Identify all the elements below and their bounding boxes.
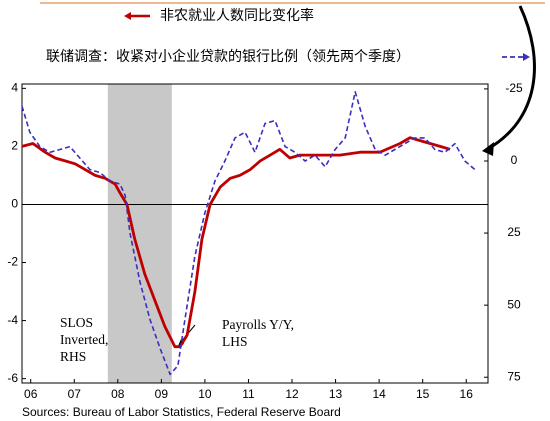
x-tick-label: 12 <box>285 387 299 401</box>
annotation: RHS <box>60 349 86 364</box>
x-tick-label: 06 <box>24 387 38 401</box>
x-tick-label: 09 <box>155 387 169 401</box>
annotation: LHS <box>222 334 248 349</box>
legend-swatch-head <box>523 53 530 61</box>
annotation: Inverted, <box>60 332 108 347</box>
x-tick-label: 08 <box>111 387 125 401</box>
legend-label: 联储调查：收紧对小企业贷款的银行比例（领先两个季度） <box>46 48 410 65</box>
y-tick-label: -2 <box>7 255 18 269</box>
series-line <box>21 136 451 349</box>
annotation: Payrolls Y/Y, <box>222 317 294 332</box>
y-tick-label: -4 <box>7 313 18 327</box>
x-tick-label: 15 <box>416 387 430 401</box>
series-line <box>21 91 476 376</box>
y-tick-label: 2 <box>11 139 18 153</box>
y2-tick-label: 50 <box>507 297 521 311</box>
x-tick-label: 14 <box>372 387 386 401</box>
legend-swatch-head <box>124 12 131 20</box>
x-tick-label: 07 <box>68 387 82 401</box>
x-tick-label: 10 <box>198 387 212 401</box>
y2-tick-label: 75 <box>507 369 521 383</box>
y-tick-label: -6 <box>7 371 18 385</box>
callout-arrow <box>485 5 536 152</box>
y-tick-label: 4 <box>11 81 18 95</box>
x-tick-label: 11 <box>242 387 255 401</box>
x-tick-label: 13 <box>329 387 343 401</box>
source-note: Sources: Bureau of Labor Statistics, Fed… <box>22 405 341 419</box>
y2-tick-label: 0 <box>511 153 518 167</box>
y2-tick-label: 25 <box>507 225 521 239</box>
legend-label: 非农就业人数同比变化率 <box>160 7 314 24</box>
y-tick-label: 0 <box>11 197 18 211</box>
x-tick-label: 16 <box>460 387 474 401</box>
y2-tick-label: -25 <box>505 81 523 95</box>
shaded-region <box>107 84 172 383</box>
annotation: SLOS <box>60 315 93 330</box>
